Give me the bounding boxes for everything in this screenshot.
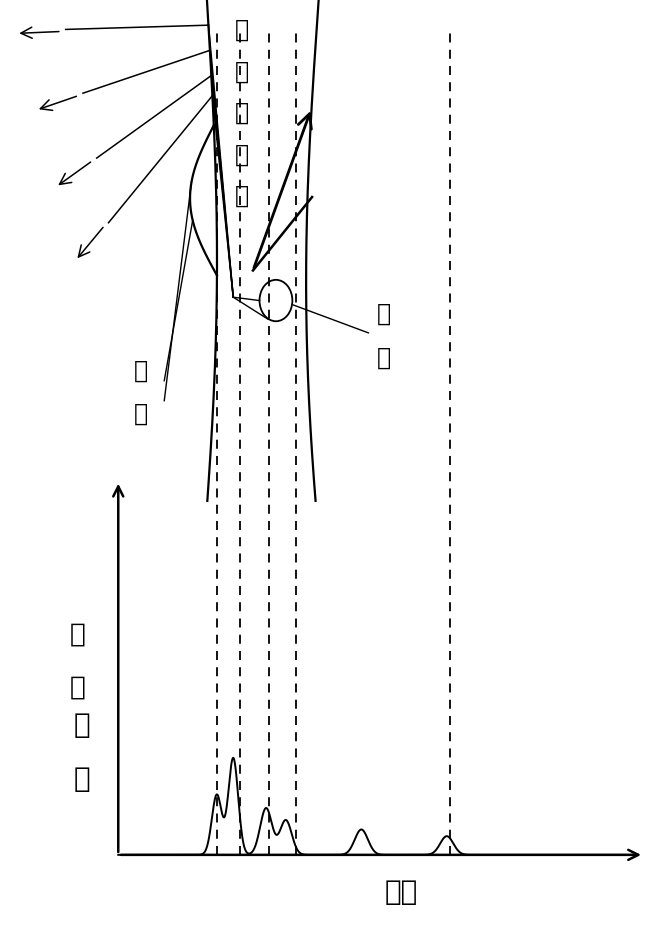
Text: 肿: 肿 [134,359,148,382]
Text: 气: 气 [377,302,392,326]
Text: 壁: 壁 [235,101,249,125]
Text: 截: 截 [235,142,249,166]
Text: 第: 第 [235,18,249,42]
Text: 度: 度 [74,765,91,793]
Text: 距离: 距离 [384,878,417,906]
Text: 面: 面 [235,183,249,208]
Text: 度: 度 [70,675,85,701]
Text: 强: 强 [74,712,91,740]
Text: 胀: 胀 [134,402,148,426]
Text: 强: 强 [70,622,85,647]
Text: 泡: 泡 [377,345,392,369]
Text: 一: 一 [235,60,249,83]
